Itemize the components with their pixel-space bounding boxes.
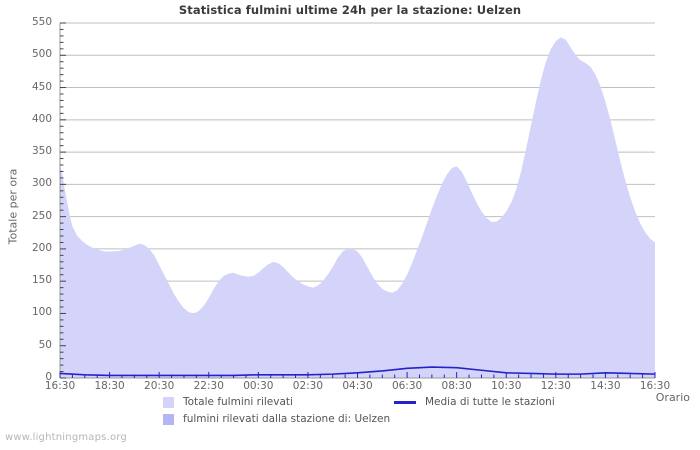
x-tick-label: 20:30 xyxy=(144,380,175,392)
legend-item[interactable]: fulmini rilevati dalla stazione di: Uelz… xyxy=(163,413,390,425)
x-tick-label: 18:30 xyxy=(94,380,125,392)
x-axis-label: Orario xyxy=(655,391,690,404)
x-tick-label: 04:30 xyxy=(342,380,373,392)
series-total-area xyxy=(60,37,655,378)
y-tick-label: 250 xyxy=(31,209,52,222)
x-tick-label: 22:30 xyxy=(193,380,224,392)
x-tick-label: 16:30 xyxy=(44,380,76,392)
legend-item-label: Totale fulmini rilevati xyxy=(183,396,293,408)
y-tick-label: 200 xyxy=(31,241,52,254)
y-tick-label: 550 xyxy=(31,16,52,28)
legend-color-swatch xyxy=(163,396,174,408)
legend-color-swatch xyxy=(163,413,174,425)
legend-item[interactable]: Totale fulmini rilevati xyxy=(163,396,293,408)
chart-title: Statistica fulmini ultime 24h per la sta… xyxy=(178,3,522,17)
x-tick-label: 14:30 xyxy=(590,380,621,392)
y-tick-label: 300 xyxy=(31,177,52,190)
chart-legend: Totale fulmini rilevati fulmini rilevati … xyxy=(0,396,700,432)
y-tick-label: 500 xyxy=(31,48,52,61)
y-tick-label: 450 xyxy=(31,80,52,93)
legend-item-label: fulmini rilevati dalla stazione di: Uelz… xyxy=(183,413,391,425)
x-tick-label: 00:30 xyxy=(243,380,274,392)
legend-item[interactable]: Media di tutte le stazioni xyxy=(394,396,555,408)
y-tick-label: 400 xyxy=(31,112,52,125)
y-tick-label: 100 xyxy=(31,306,52,319)
watermark: www.lightningmaps.org xyxy=(5,432,127,443)
y-tick-label: 0 xyxy=(45,371,52,383)
legend-line-marker xyxy=(394,400,416,404)
x-tick-label: 16:30 xyxy=(639,380,671,392)
legend-item-label: Media di tutte le stazioni xyxy=(425,396,555,408)
x-tick-label: 10:30 xyxy=(491,380,522,392)
x-tick-label: 08:30 xyxy=(441,380,472,392)
y-tick-label: 350 xyxy=(31,145,52,158)
x-tick-label: 12:30 xyxy=(540,380,571,392)
x-tick-label: 02:30 xyxy=(292,380,324,392)
x-tick-label: 06:30 xyxy=(391,380,423,392)
y-tick-label: 50 xyxy=(38,338,52,351)
y-tick-label: 150 xyxy=(31,274,52,287)
